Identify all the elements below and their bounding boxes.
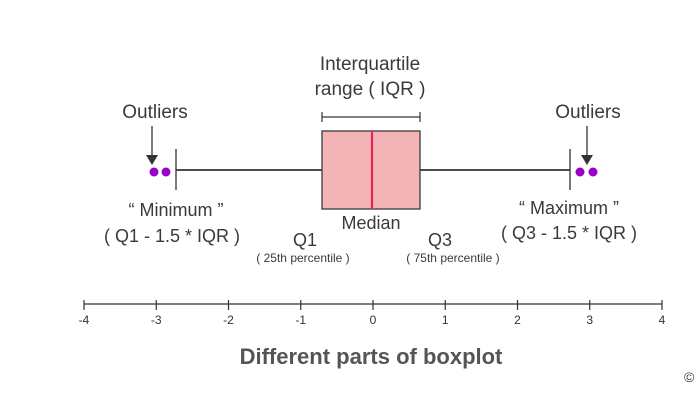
outliers-left-dots [149,167,171,177]
iqr-label-line2: range ( IQR ) [315,79,426,100]
outliers-left-label: Outliers [122,102,187,123]
axis-tick-label: -2 [223,313,234,327]
copyright-mark: © [684,369,695,385]
outlier-dot [588,167,598,177]
axis-tick-label: 0 [370,313,377,327]
diagram-title: Different parts of boxplot [240,344,503,369]
outlier-dot [161,167,171,177]
iqr-label-line1: Interquartile [320,54,420,75]
maximum-label: “ Maximum ” [519,198,619,218]
outlier-dot [149,167,159,177]
axis-tick-label: -3 [151,313,162,327]
axis-tick-label: 3 [586,313,593,327]
right-whisker [420,149,571,190]
x-axis: -4 -3 -2 -1 0 1 2 3 4 [79,300,666,327]
minimum-formula: ( Q1 - 1.5 * IQR ) [104,226,240,246]
axis-tick-label: 4 [659,313,666,327]
outliers-right-arrow [581,126,593,165]
q3-sub-label: ( 75th percentile ) [406,251,499,265]
q1-label: Q1 [293,230,317,250]
outliers-right-label: Outliers [555,102,620,123]
left-whisker [175,149,322,190]
iqr-bracket [321,112,421,122]
maximum-formula: ( Q3 - 1.5 * IQR ) [501,223,637,243]
axis-tick-label: 1 [442,313,449,327]
outliers-right-dots [575,167,598,177]
outlier-dot [575,167,585,177]
axis-tick-label: 2 [514,313,521,327]
q1-sub-label: ( 25th percentile ) [256,251,349,265]
median-label: Median [341,213,400,233]
outliers-left-arrow [146,126,158,165]
q3-label: Q3 [428,230,452,250]
minimum-label: “ Minimum ” [129,200,224,220]
axis-tick-label: -4 [79,313,90,327]
axis-tick-label: -1 [295,313,306,327]
